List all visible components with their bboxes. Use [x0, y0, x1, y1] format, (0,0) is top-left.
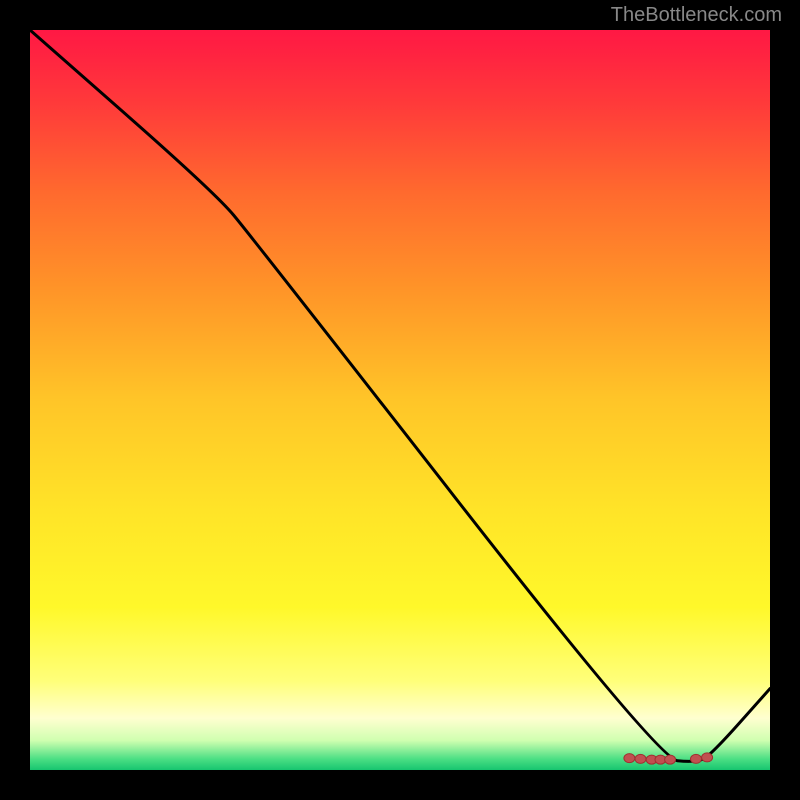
- marker-point: [665, 755, 676, 764]
- marker-point: [635, 754, 646, 763]
- marker-point: [624, 754, 635, 763]
- marker-point: [702, 753, 713, 762]
- marker-point: [691, 754, 702, 763]
- plot-area: [30, 30, 770, 770]
- watermark-text: TheBottleneck.com: [611, 4, 782, 27]
- chart-line-layer: [30, 30, 770, 770]
- curve-line: [30, 30, 770, 761]
